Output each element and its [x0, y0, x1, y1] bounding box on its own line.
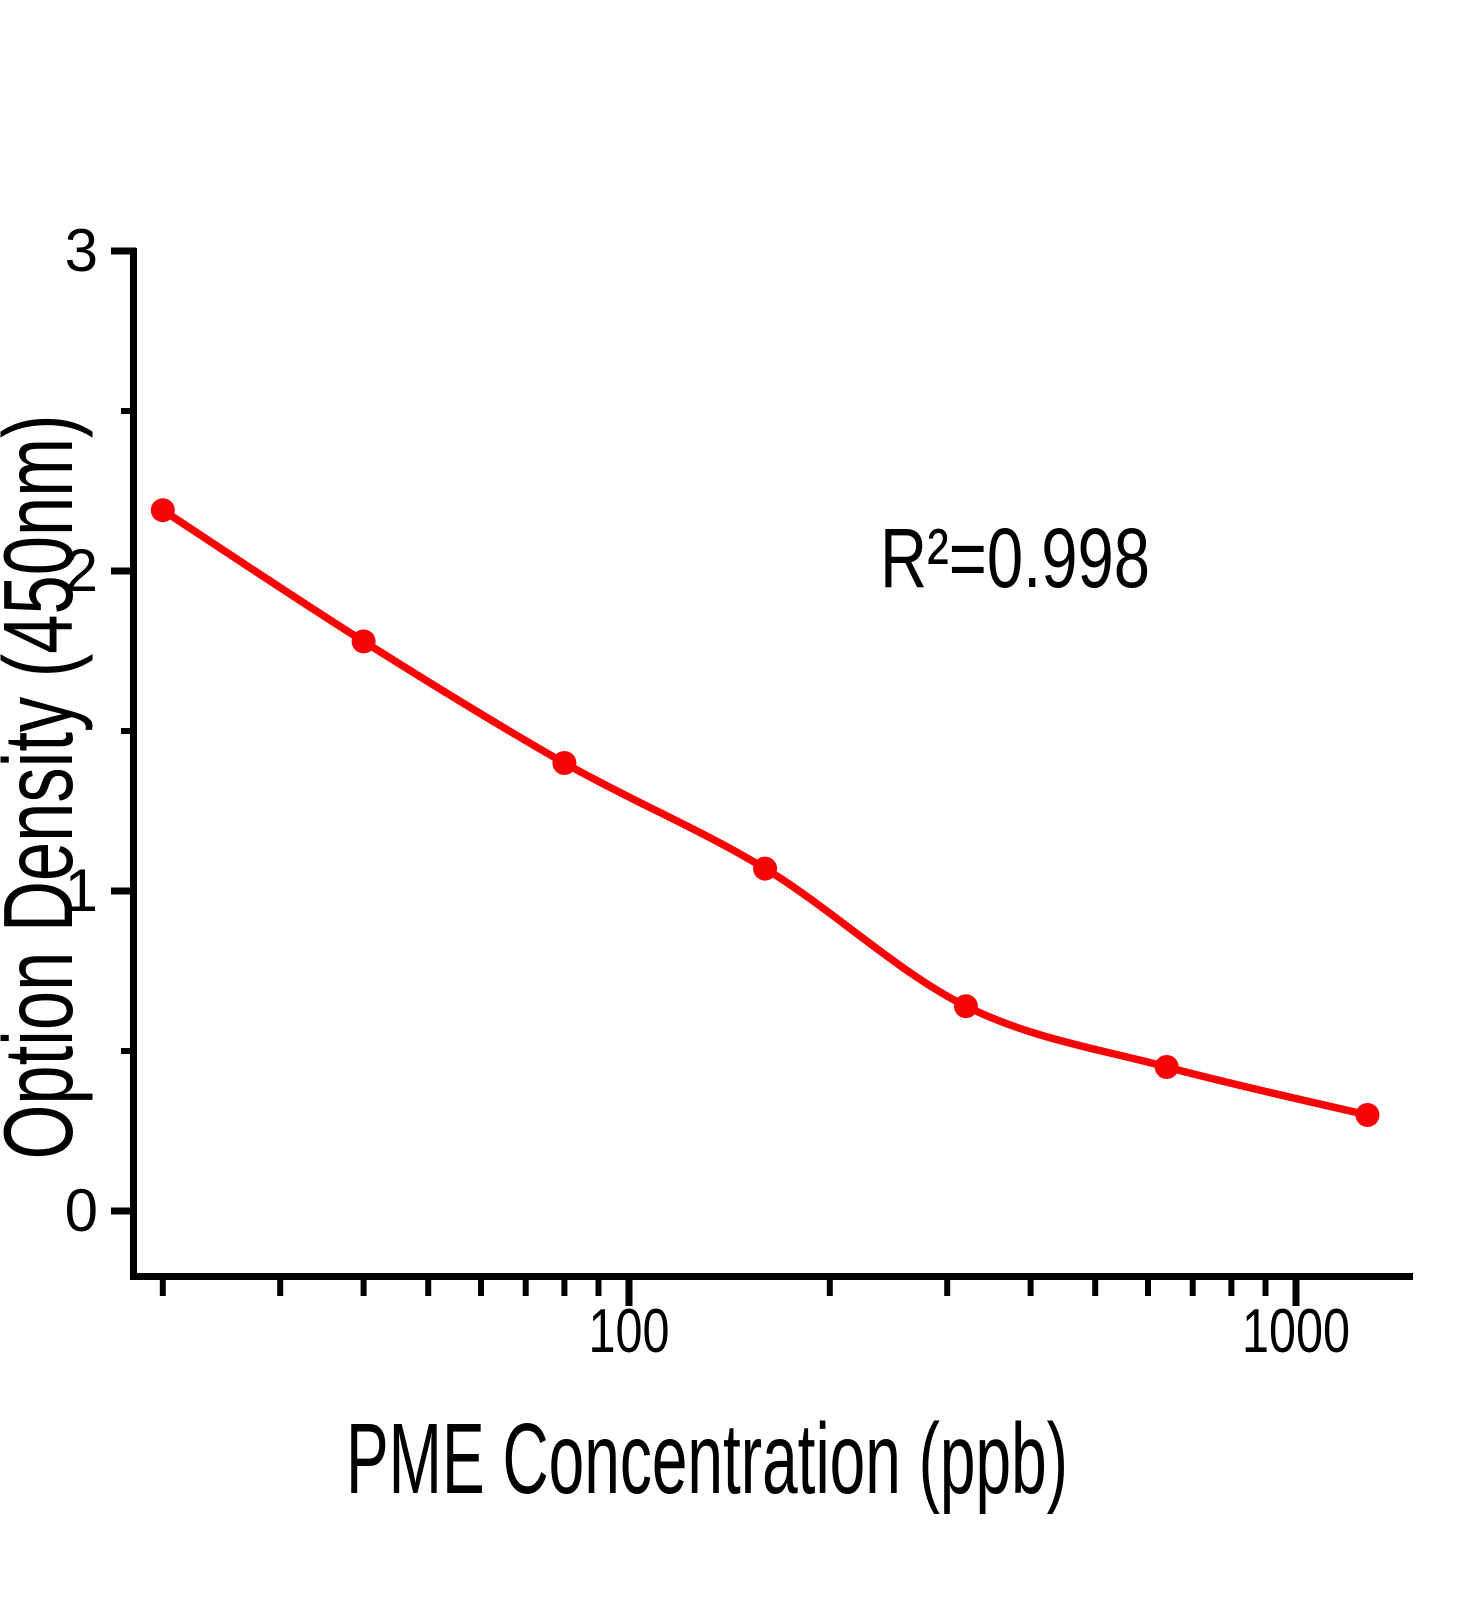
y-tick-label: 3 — [65, 217, 98, 284]
x-axis-ticks: 100 1000 — [159, 1274, 1350, 1366]
data-point — [1355, 1103, 1380, 1127]
x-tick-label: 1000 — [1242, 1297, 1350, 1366]
r-squared-annotation: R²=0.998 — [880, 511, 1150, 605]
y-tick-label: 1 — [65, 857, 98, 924]
x-axis-title: PME Concentration (ppb) — [346, 1403, 1068, 1515]
data-point — [351, 629, 376, 654]
data-point — [1154, 1055, 1179, 1079]
y-axis-title: Option Density (450nm) — [0, 415, 93, 1160]
data-point — [753, 856, 778, 881]
fit-curve — [159, 506, 1372, 1119]
axes — [130, 248, 1413, 1280]
data-series — [150, 498, 1380, 1127]
y-tick-label: 2 — [65, 537, 98, 604]
x-tick-label: 100 — [589, 1297, 670, 1366]
data-point — [552, 751, 577, 775]
y-axis-ticks: 3 2 1 0 — [65, 217, 136, 1244]
y-tick-label: 0 — [65, 1177, 98, 1244]
data-point — [150, 498, 175, 523]
data-point — [953, 994, 978, 1019]
